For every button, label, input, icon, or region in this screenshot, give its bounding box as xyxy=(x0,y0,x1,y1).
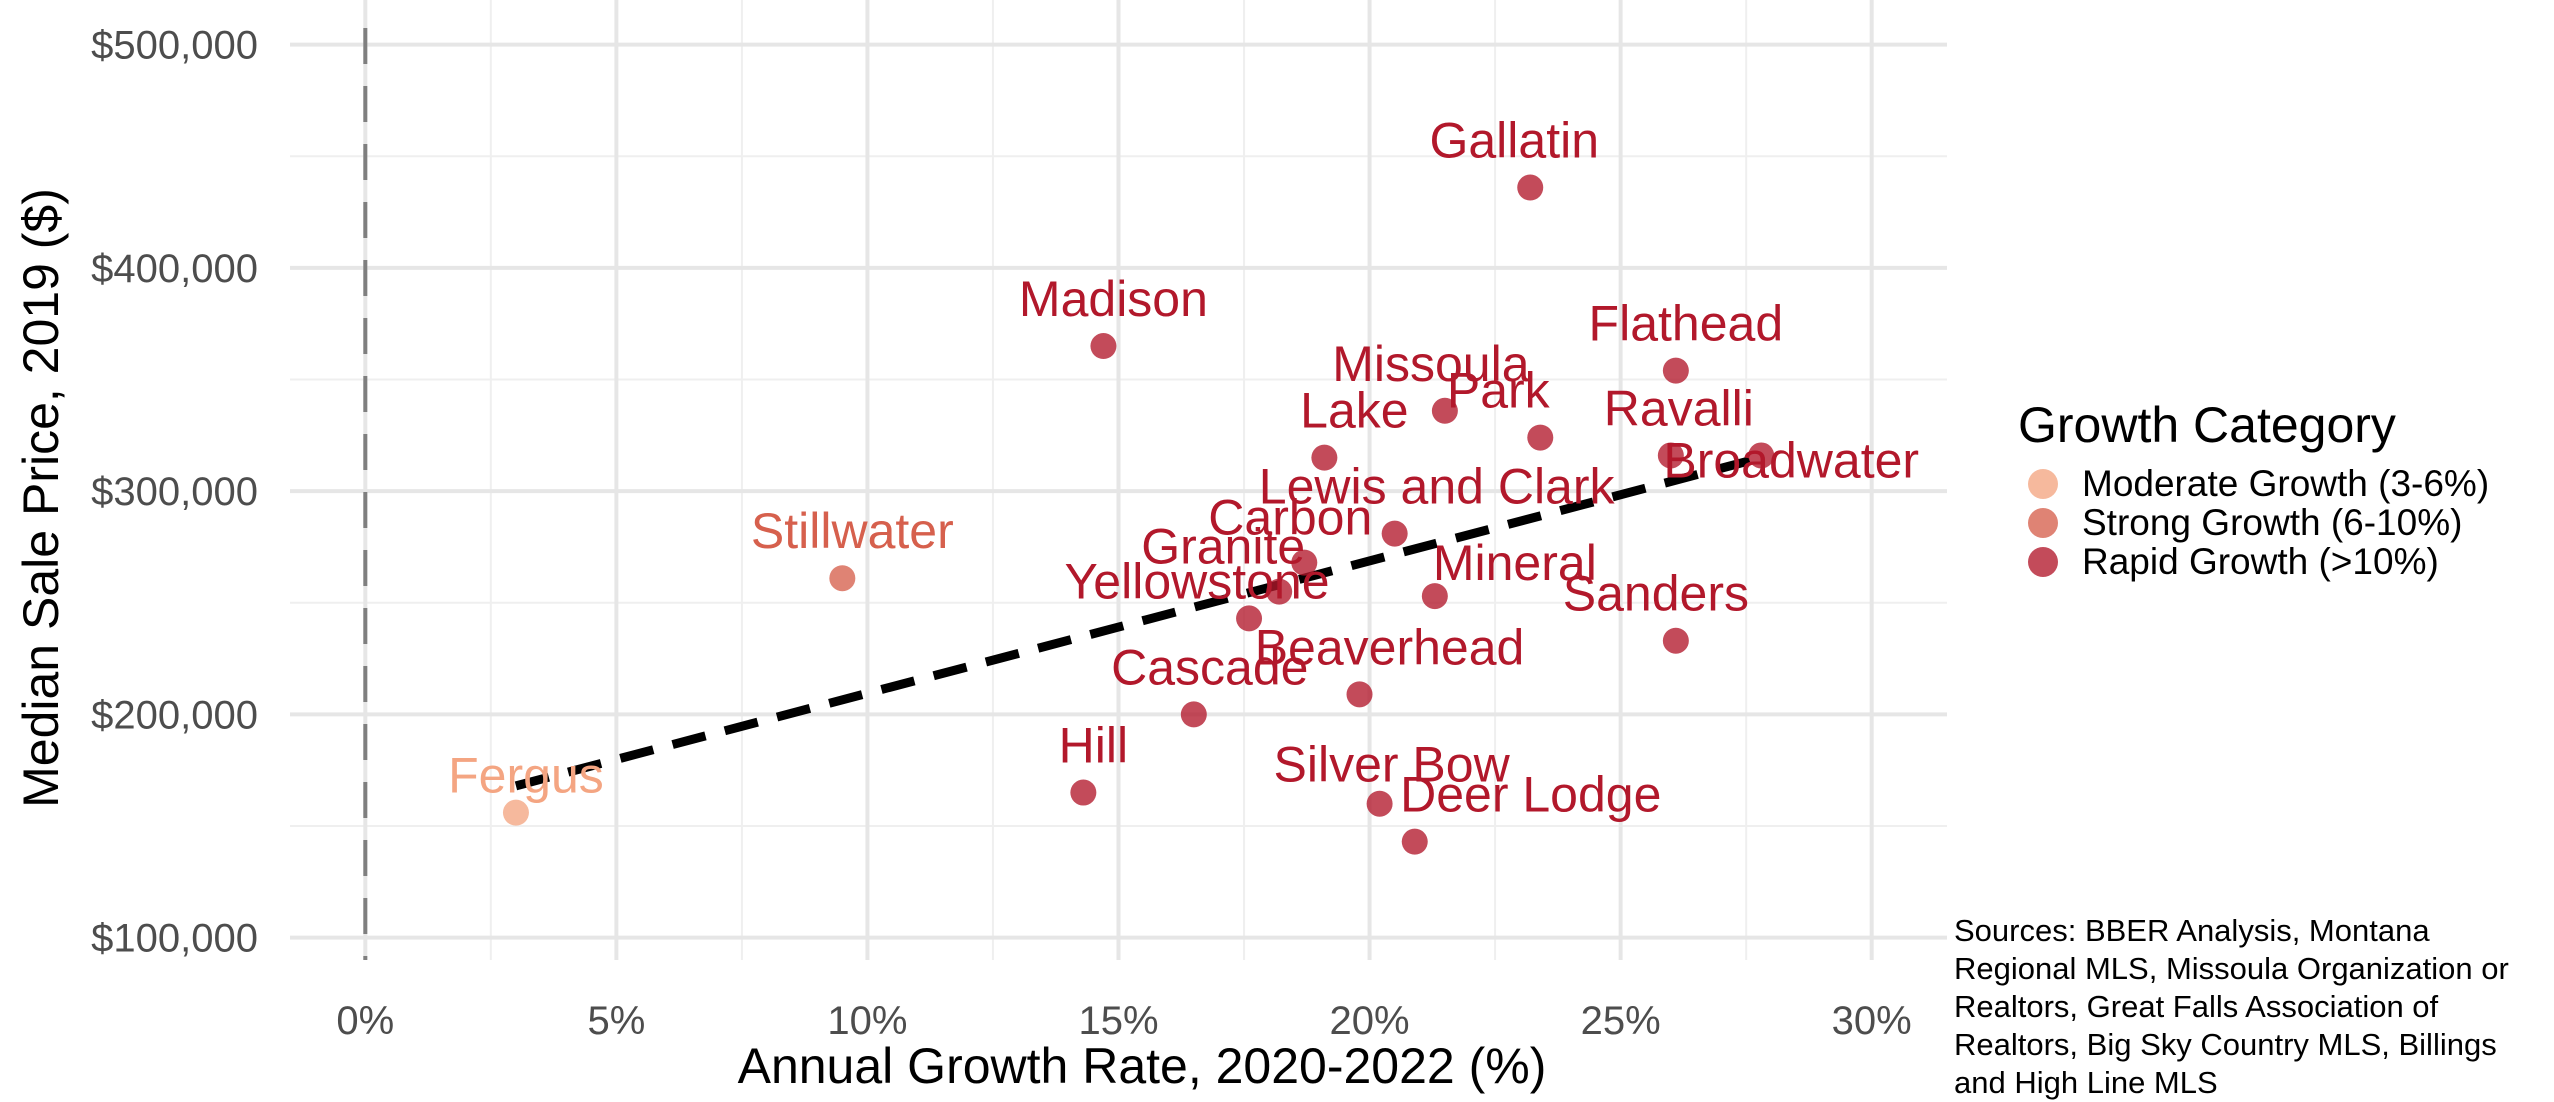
data-point xyxy=(829,565,856,592)
legend-swatch-moderate xyxy=(2028,468,2058,499)
data-point xyxy=(1366,790,1393,817)
data-point xyxy=(1421,583,1448,610)
data-point xyxy=(1662,627,1689,654)
point-label: Mineral xyxy=(1433,535,1597,591)
data-point xyxy=(1431,397,1458,424)
point-label: Beaverhead xyxy=(1255,619,1525,675)
point-label: Missoula xyxy=(1332,336,1529,392)
point-label: Stillwater xyxy=(751,503,954,559)
data-point xyxy=(1070,779,1097,806)
y-tick-label: $500,000 xyxy=(91,24,258,68)
point-label: Granite xyxy=(1141,519,1305,575)
y-tick-label: $400,000 xyxy=(91,247,258,291)
point-label: Ravalli xyxy=(1604,380,1754,436)
point-labels-group: Fergus Stillwater Hill Madison Cascade Yellow… xyxy=(448,113,1919,823)
legend-item-rapid: Rapid Growth (>10%) xyxy=(2018,540,2489,582)
point-label: Park xyxy=(1447,363,1551,419)
data-point xyxy=(1381,520,1408,547)
point-label: Lake xyxy=(1300,383,1408,439)
point-label: Lewis and Clark xyxy=(1259,459,1616,515)
point-label: Gallatin xyxy=(1429,113,1599,169)
data-point xyxy=(1401,828,1428,855)
data-point xyxy=(1311,444,1338,471)
data-point xyxy=(1662,357,1689,384)
data-point xyxy=(1527,424,1554,451)
point-label: Deer Lodge xyxy=(1400,767,1661,823)
data-point xyxy=(1291,549,1318,576)
y-tick-label: $100,000 xyxy=(91,917,258,961)
x-tick-label: 0% xyxy=(336,999,394,1043)
x-tick-label: 25% xyxy=(1581,999,1661,1043)
source-note: Sources: BBER Analysis, Montana Regional… xyxy=(1954,913,2509,1100)
point-label: Yellowstone xyxy=(1065,553,1330,609)
point-label: Broadwater xyxy=(1663,432,1919,488)
data-point xyxy=(1266,578,1293,605)
data-point xyxy=(1748,442,1775,469)
point-label: Silver Bow xyxy=(1274,737,1511,793)
data-point xyxy=(1236,605,1263,632)
point-label: Sanders xyxy=(1563,566,1749,622)
legend-swatch-strong xyxy=(2028,507,2058,538)
legend-item-strong: Strong Growth (6-10%) xyxy=(2018,501,2489,543)
legend-swatch-rapid xyxy=(2028,546,2058,577)
x-tick-label: 5% xyxy=(587,999,645,1043)
x-tick-label: 15% xyxy=(1078,999,1158,1043)
data-point xyxy=(1657,442,1684,469)
y-axis-label: Median Sale Price, 2019 ($) xyxy=(13,188,69,808)
data-point xyxy=(1346,681,1373,708)
point-label: Fergus xyxy=(448,748,604,804)
legend-label-moderate: Moderate Growth (3-6%) xyxy=(2082,462,2490,504)
point-label: Carbon xyxy=(1208,490,1372,546)
legend: Growth Category Moderate Growth (3-6%) S… xyxy=(2018,396,2490,582)
data-point xyxy=(1180,701,1207,728)
data-point xyxy=(502,799,529,826)
x-axis-label: Annual Growth Rate, 2020-2022 (%) xyxy=(738,1038,1547,1094)
x-tick-label: 10% xyxy=(827,999,907,1043)
point-label: Cascade xyxy=(1111,639,1308,695)
point-label: Madison xyxy=(1019,271,1208,327)
data-point xyxy=(1517,174,1544,201)
y-tick-label: $300,000 xyxy=(91,470,258,514)
legend-label-strong: Strong Growth (6-10%) xyxy=(2082,501,2463,543)
point-label: Flathead xyxy=(1589,296,1784,352)
y-tick-label: $200,000 xyxy=(91,693,258,737)
legend-item-moderate: Moderate Growth (3-6%) xyxy=(2018,462,2490,504)
x-tick-label: 30% xyxy=(1832,999,1912,1043)
legend-title: Growth Category xyxy=(2018,397,2396,453)
data-point xyxy=(1090,333,1117,360)
point-label: Hill xyxy=(1059,718,1128,774)
legend-label-rapid: Rapid Growth (>10%) xyxy=(2082,540,2439,582)
x-tick-labels: 0% 5% 10% 15% 20% 25% 30% xyxy=(336,999,1911,1043)
y-tick-labels: $100,000 $200,000 $300,000 $400,000 $500,000 xyxy=(91,24,258,961)
x-tick-label: 20% xyxy=(1330,999,1410,1043)
points-group xyxy=(502,174,1775,855)
